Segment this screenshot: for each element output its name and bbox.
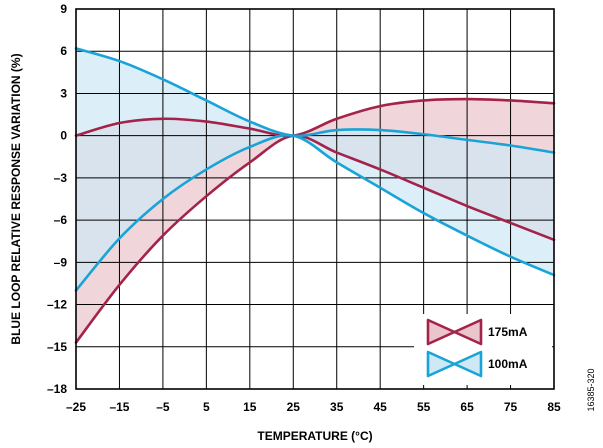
- x-tick-label: –25: [66, 400, 86, 414]
- x-axis-title: TEMPERATURE (°C): [257, 429, 372, 443]
- y-tick-label: –12: [47, 298, 67, 312]
- legend-label-175mA: 175mA: [488, 325, 528, 339]
- y-tick-label: 9: [60, 2, 67, 16]
- legend-swatch-100mA: [426, 350, 483, 378]
- legend-label-100mA: 100mA: [488, 357, 528, 371]
- y-tick-label: –9: [54, 255, 68, 269]
- x-tick-label: 35: [330, 400, 344, 414]
- x-tick-label: 75: [504, 400, 518, 414]
- y-tick-label: 6: [60, 44, 67, 58]
- x-tick-label: –15: [109, 400, 129, 414]
- x-tick-labels: –25 –15 –5 5 15 25 35 45 55 65 75 85: [66, 400, 561, 414]
- x-tick-label: 45: [374, 400, 388, 414]
- y-tick-label: 0: [60, 129, 67, 143]
- curve-175mA-lower: [74, 134, 556, 344]
- y-tick-label: 3: [60, 86, 67, 100]
- figure-id: 16385-320: [586, 368, 596, 411]
- band-fills: [76, 48, 554, 343]
- curve-100mA-upper: [74, 47, 556, 154]
- x-tick-label: 25: [287, 400, 301, 414]
- x-tick-label: 15: [243, 400, 257, 414]
- curve-175mA-upper: [74, 97, 556, 138]
- series-curves: [74, 47, 556, 344]
- legend: 175mA 100mA: [414, 314, 552, 385]
- curve-100mA-lower: [74, 133, 556, 292]
- y-tick-label: –15: [47, 340, 67, 354]
- y-tick-label: –3: [54, 171, 68, 185]
- x-tick-label: 55: [417, 400, 431, 414]
- x-tick-label: 65: [460, 400, 474, 414]
- y-tick-label: –18: [47, 382, 67, 396]
- x-tick-label: 85: [547, 400, 561, 414]
- legend-swatch-175mA: [426, 318, 483, 346]
- y-tick-label: –6: [54, 213, 68, 227]
- y-axis-title: BLUE LOOP RELATIVE RESPONSE VARIATION (%…: [9, 53, 23, 344]
- x-tick-label: –5: [156, 400, 170, 414]
- plot-frame: [75, 8, 555, 390]
- x-tick-label: 5: [203, 400, 210, 414]
- band-100mA: [76, 48, 554, 291]
- y-tick-labels: –18 –15 –12 –9 –6 –3 0 3 6 9: [47, 2, 67, 396]
